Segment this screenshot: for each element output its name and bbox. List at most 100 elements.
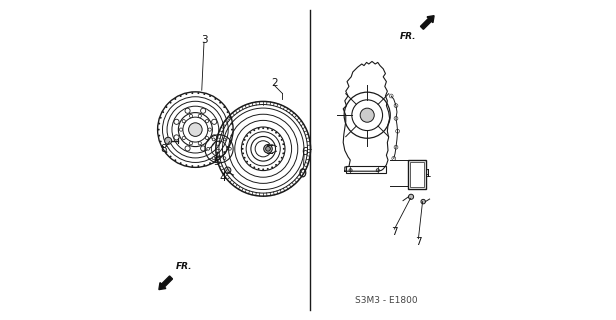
Circle shape xyxy=(246,161,248,163)
Circle shape xyxy=(275,164,277,166)
Circle shape xyxy=(242,152,244,154)
Circle shape xyxy=(265,147,270,151)
Circle shape xyxy=(392,156,395,160)
Circle shape xyxy=(209,162,211,164)
Text: S3M3 - E1800: S3M3 - E1800 xyxy=(355,296,418,305)
Circle shape xyxy=(219,156,221,157)
Circle shape xyxy=(160,117,161,119)
Circle shape xyxy=(421,199,426,204)
Text: 5: 5 xyxy=(213,156,219,167)
Circle shape xyxy=(262,127,264,129)
Circle shape xyxy=(214,98,216,100)
Circle shape xyxy=(275,132,277,134)
Circle shape xyxy=(224,167,231,173)
Circle shape xyxy=(227,111,229,113)
Circle shape xyxy=(223,157,226,160)
FancyArrow shape xyxy=(421,16,434,29)
Circle shape xyxy=(189,142,193,145)
Circle shape xyxy=(249,164,251,166)
Circle shape xyxy=(158,135,160,137)
Circle shape xyxy=(189,114,193,117)
Circle shape xyxy=(212,135,217,140)
Circle shape xyxy=(166,106,168,108)
Circle shape xyxy=(169,102,171,104)
Circle shape xyxy=(209,95,211,97)
Bar xyxy=(408,160,426,189)
Circle shape xyxy=(389,94,393,98)
Circle shape xyxy=(241,148,243,150)
Circle shape xyxy=(164,137,172,144)
Circle shape xyxy=(198,114,201,117)
Circle shape xyxy=(180,162,182,164)
Circle shape xyxy=(219,102,221,104)
Circle shape xyxy=(192,165,193,167)
Circle shape xyxy=(203,93,205,95)
Circle shape xyxy=(182,120,185,123)
Circle shape xyxy=(160,140,161,142)
Circle shape xyxy=(229,148,231,150)
Circle shape xyxy=(214,159,216,161)
Circle shape xyxy=(162,146,164,148)
Circle shape xyxy=(253,129,255,131)
Circle shape xyxy=(257,168,259,170)
Circle shape xyxy=(231,129,233,131)
Circle shape xyxy=(185,164,187,166)
Circle shape xyxy=(349,169,352,172)
Circle shape xyxy=(249,132,251,134)
Circle shape xyxy=(185,93,187,95)
Circle shape xyxy=(201,146,206,151)
Circle shape xyxy=(281,139,283,141)
Text: FR.: FR. xyxy=(400,32,417,41)
Circle shape xyxy=(212,157,215,160)
Circle shape xyxy=(278,161,280,163)
Circle shape xyxy=(229,140,231,142)
Circle shape xyxy=(223,138,226,141)
Circle shape xyxy=(227,146,229,148)
Circle shape xyxy=(246,135,248,137)
Circle shape xyxy=(185,146,190,151)
Circle shape xyxy=(182,136,185,140)
Circle shape xyxy=(376,169,379,172)
Circle shape xyxy=(281,157,283,159)
Text: 7: 7 xyxy=(391,227,398,237)
Circle shape xyxy=(174,98,176,100)
Circle shape xyxy=(174,119,179,124)
Circle shape xyxy=(174,135,179,140)
Circle shape xyxy=(212,138,215,141)
Circle shape xyxy=(192,92,193,94)
Text: 8: 8 xyxy=(160,144,167,154)
Text: FR.: FR. xyxy=(176,262,192,271)
Circle shape xyxy=(267,168,269,170)
Text: 7: 7 xyxy=(415,236,422,247)
Circle shape xyxy=(205,136,209,140)
Circle shape xyxy=(158,123,160,124)
Circle shape xyxy=(188,123,202,136)
Circle shape xyxy=(230,135,232,137)
Circle shape xyxy=(203,164,205,166)
Circle shape xyxy=(394,116,398,120)
Circle shape xyxy=(271,129,273,131)
Circle shape xyxy=(162,111,164,113)
Circle shape xyxy=(283,148,285,150)
Circle shape xyxy=(257,128,259,130)
Circle shape xyxy=(262,168,264,170)
Circle shape xyxy=(166,151,168,153)
Circle shape xyxy=(169,156,171,157)
Circle shape xyxy=(395,129,400,133)
Circle shape xyxy=(197,165,200,167)
Circle shape xyxy=(271,166,273,168)
Circle shape xyxy=(244,139,246,141)
Circle shape xyxy=(198,142,201,145)
Circle shape xyxy=(229,117,231,119)
Circle shape xyxy=(267,128,269,130)
Circle shape xyxy=(205,120,209,123)
Circle shape xyxy=(394,104,398,108)
Text: 1: 1 xyxy=(424,169,431,180)
Text: 2: 2 xyxy=(271,78,278,88)
Circle shape xyxy=(244,157,246,159)
Circle shape xyxy=(242,143,244,145)
Circle shape xyxy=(224,151,225,153)
Circle shape xyxy=(224,106,225,108)
Text: 6: 6 xyxy=(301,147,307,157)
Circle shape xyxy=(180,95,182,97)
